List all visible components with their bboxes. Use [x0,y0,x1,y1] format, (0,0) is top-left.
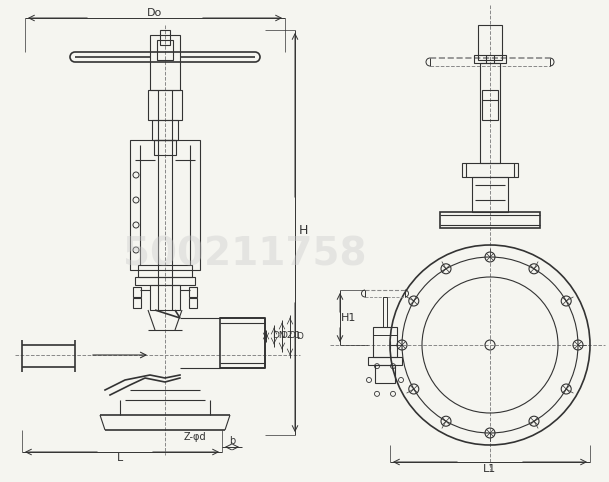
Text: Z-φd: Z-φd [184,432,206,442]
Text: L: L [117,453,123,463]
Text: D1: D1 [288,332,301,340]
Bar [189,287,197,297]
Bar [133,287,141,297]
Bar [154,140,176,155]
Bar [373,327,397,357]
Text: H1: H1 [341,313,357,323]
Text: L1: L1 [484,464,496,474]
Bar [472,177,508,212]
Text: b: b [229,436,235,446]
Bar [160,30,170,45]
Text: 500211758: 500211758 [123,236,367,274]
Text: Do: Do [147,8,163,18]
Text: D: D [296,332,303,341]
Bar [157,40,173,60]
Bar [152,120,178,140]
Text: H: H [298,224,308,237]
Text: D2: D2 [280,332,292,340]
Bar [150,35,180,90]
Bar [368,357,402,365]
Bar [440,212,540,228]
Text: DN: DN [272,332,286,340]
Bar [462,163,518,177]
Bar [135,277,195,285]
Bar [189,298,197,308]
Bar [478,25,502,60]
Bar [148,90,182,120]
Bar [383,297,387,327]
Bar [130,140,200,270]
Bar [150,285,180,310]
Bar [138,265,192,277]
Bar [480,63,500,163]
Bar [474,55,506,63]
Bar [133,298,141,308]
Bar [220,318,265,368]
Bar [482,90,498,120]
Bar [375,365,395,383]
